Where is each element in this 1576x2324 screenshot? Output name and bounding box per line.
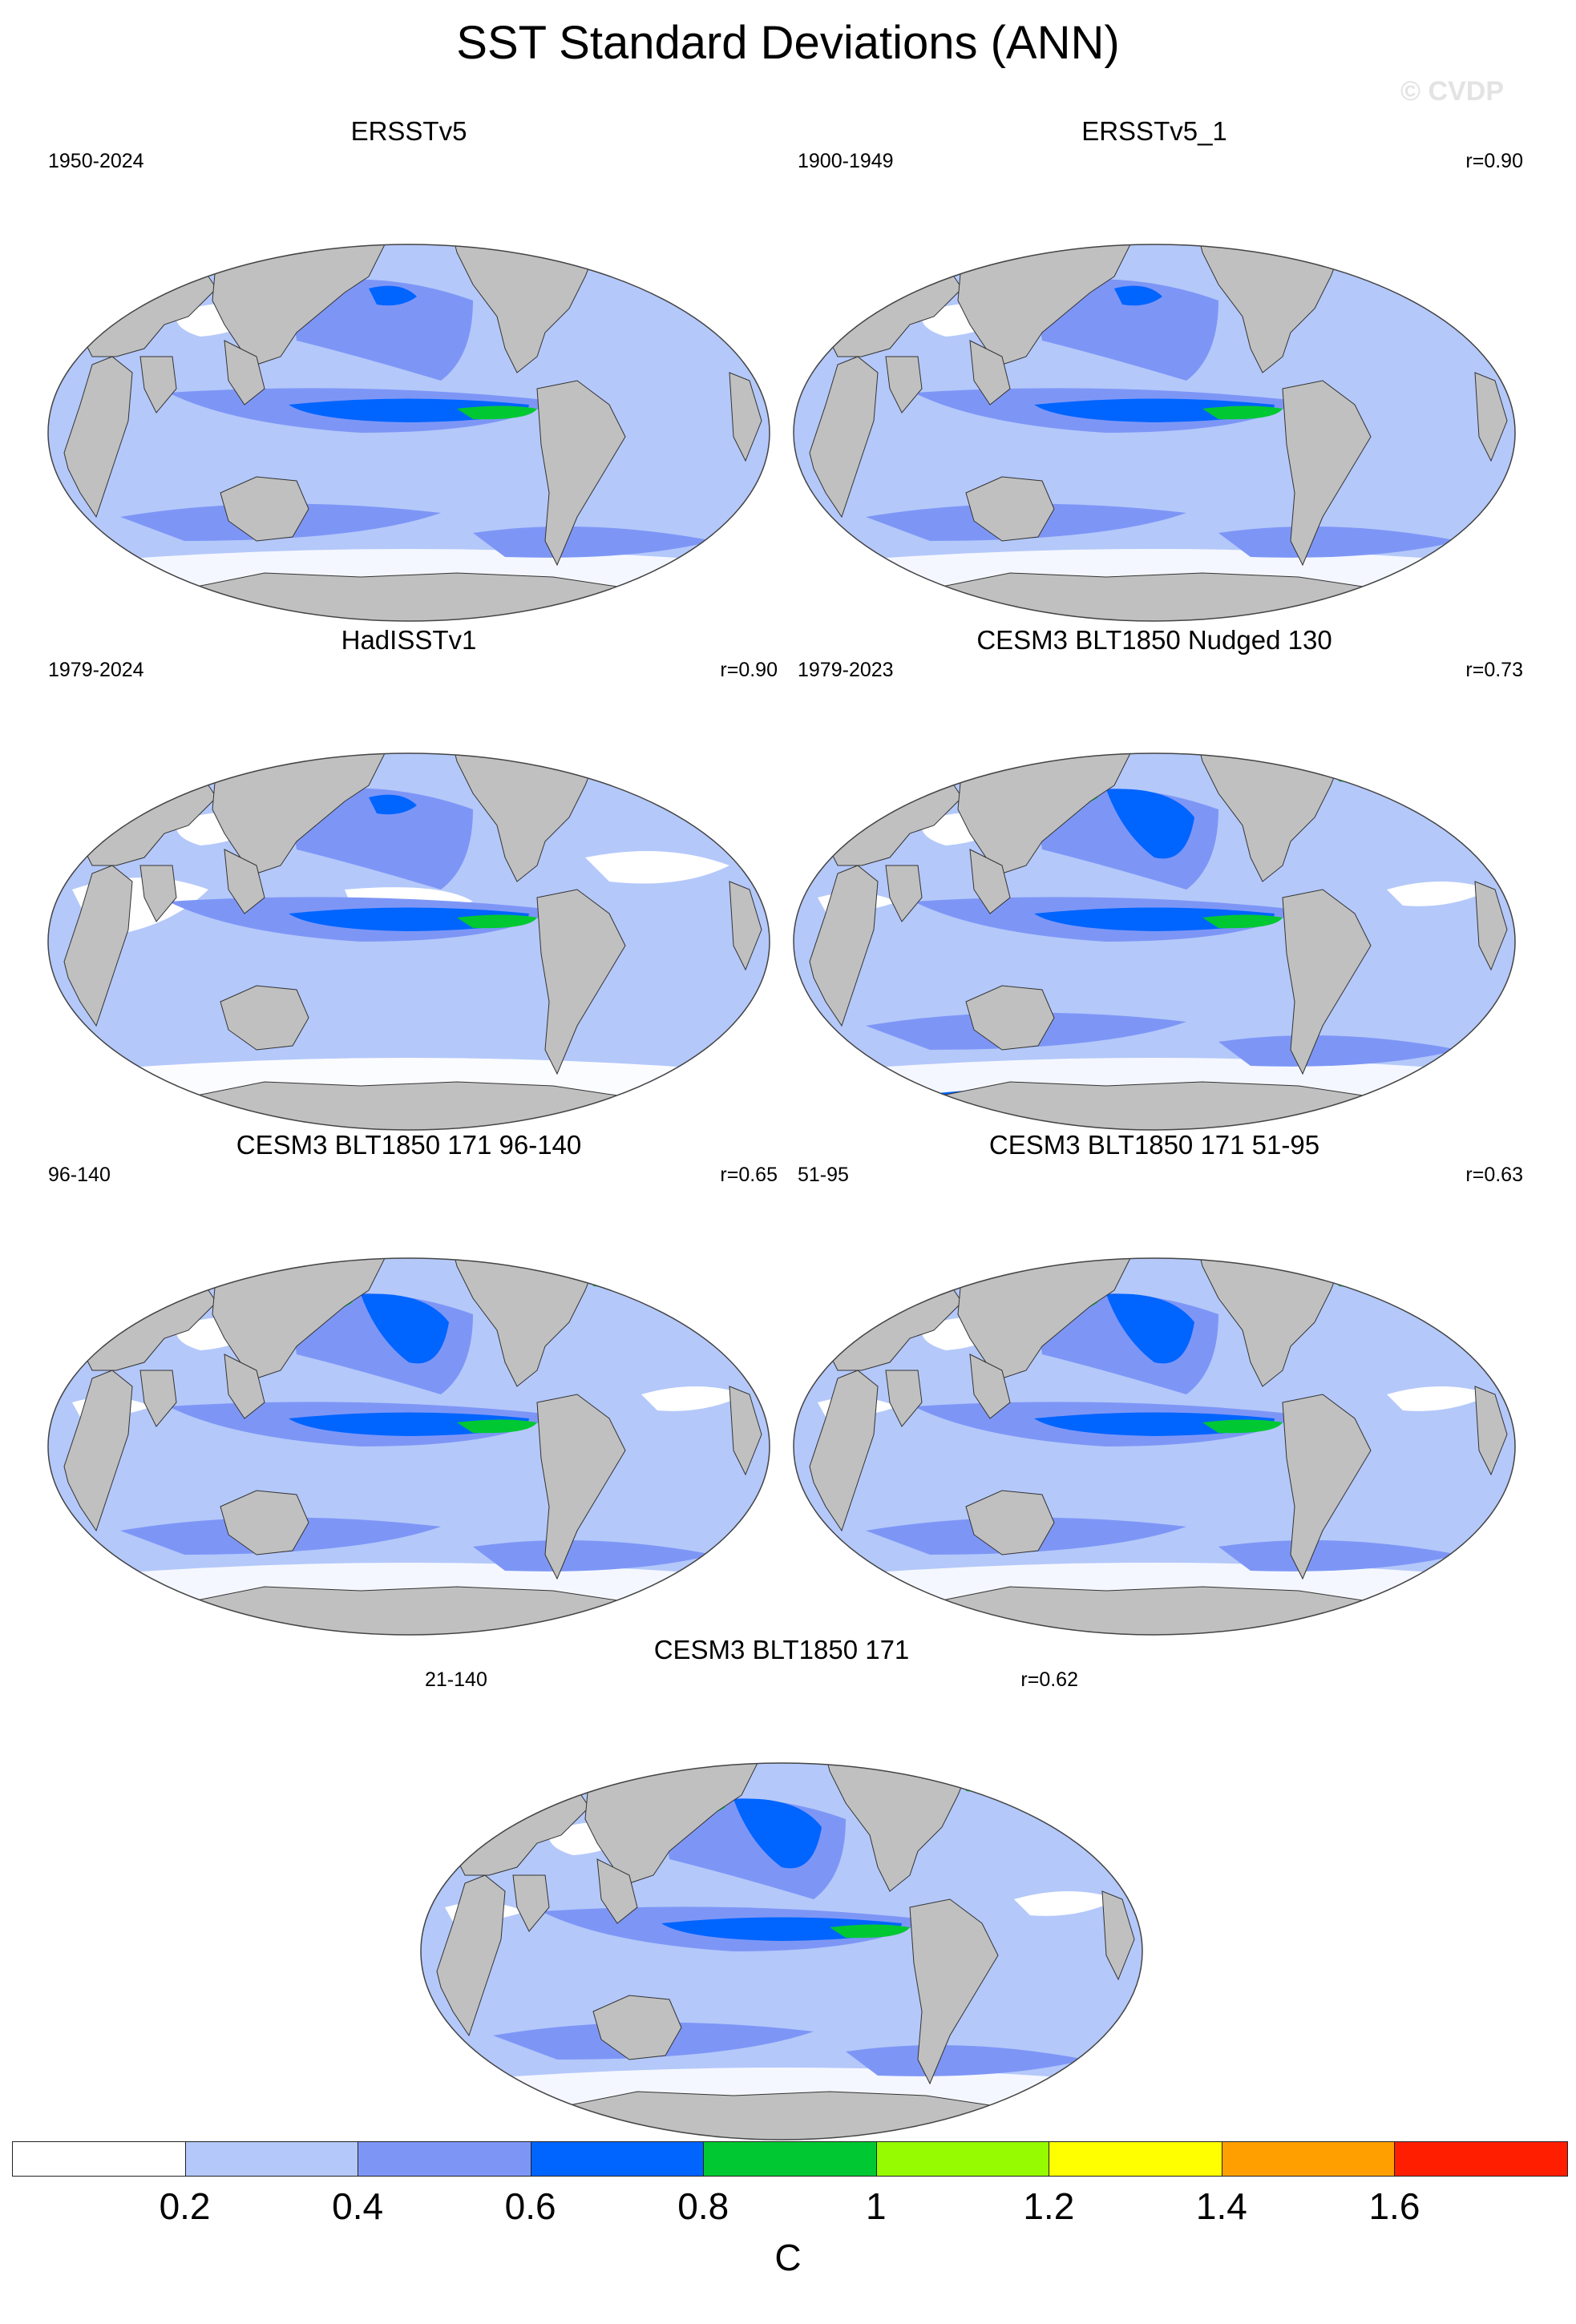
colorbar-segment: [1394, 2141, 1568, 2177]
sst-std-map: [793, 244, 1516, 622]
sst-std-map: [47, 1257, 770, 1636]
colorbar-unit: C: [774, 2237, 802, 2278]
panel-correlation: r=0.65: [720, 1164, 778, 1186]
panel-title: CESM3 BLT1850 171 96-140: [236, 1130, 582, 1160]
colorbar-tick-label: 1.4: [1195, 2185, 1247, 2227]
colorbar: [12, 2141, 1568, 2178]
panel-title: ERSSTv5_1: [1081, 116, 1227, 146]
colorbar-tick-label: 0.4: [332, 2185, 384, 2227]
sst-std-map: [793, 752, 1516, 1131]
sst-std-map: [420, 1762, 1143, 2140]
map-panel: CESM3 BLT1850 Nudged 130 1979-2023 r=0.73: [770, 625, 1539, 1138]
map-panel: ERSSTv5_1 1900-1949 r=0.90: [770, 116, 1539, 629]
panel-period: 1979-2023: [798, 659, 894, 681]
panel-title: CESM3 BLT1850 171 51-95: [988, 1130, 1320, 1160]
sst-std-map: [793, 1257, 1516, 1636]
map-panel: HadISSTv1 1979-2024 r=0.90: [24, 625, 794, 1138]
map-panel: CESM3 BLT1850 171 51-95 51-95 r=0.63: [770, 1130, 1539, 1643]
map-panel: CESM3 BLT1850 171 21-140 r=0.62: [397, 1635, 1166, 2148]
cvdp-watermark: © CVDP: [1400, 76, 1504, 107]
map-panel: ERSSTv5 1950-2024: [24, 116, 794, 629]
map-panel: CESM3 BLT1850 171 96-140 96-140 r=0.65: [24, 1130, 794, 1643]
colorbar-segment: [12, 2141, 186, 2177]
panel-correlation: r=0.63: [1465, 1164, 1523, 1186]
colorbar-segment: [184, 2141, 359, 2177]
panel-correlation: r=0.90: [1465, 150, 1523, 172]
panel-period: 51-95: [798, 1164, 849, 1186]
colorbar-segment: [358, 2141, 531, 2177]
colorbar-tick-label: 1.6: [1368, 2185, 1420, 2227]
colorbar-segment: [1049, 2141, 1222, 2177]
colorbar-tick-label: 0.6: [504, 2185, 556, 2227]
colorbar-segment: [875, 2141, 1050, 2177]
colorbar-tick-label: 0.8: [677, 2185, 729, 2227]
panel-correlation: r=0.90: [720, 659, 778, 681]
panel-period: 1950-2024: [48, 150, 144, 172]
colorbar-segment: [1221, 2141, 1396, 2177]
panel-title: HadISSTv1: [341, 625, 477, 655]
colorbar-segment: [530, 2141, 705, 2177]
colorbar-tick-label: 1: [865, 2185, 887, 2227]
panel-correlation: r=0.73: [1465, 659, 1523, 681]
sst-std-map: [47, 752, 770, 1131]
colorbar-tick-label: 1.2: [1023, 2185, 1075, 2227]
panel-title: CESM3 BLT1850 Nudged 130: [976, 625, 1332, 655]
figure-title: SST Standard Deviations (ANN): [456, 17, 1120, 69]
panel-title: ERSSTv5: [350, 116, 467, 146]
panel-correlation: r=0.62: [1020, 1668, 1078, 1691]
colorbar-tick-label: 0.2: [159, 2185, 211, 2227]
sst-std-map: [47, 244, 770, 622]
panel-period: 1900-1949: [798, 150, 894, 172]
panel-period: 96-140: [48, 1164, 111, 1186]
panel-period: 21-140: [425, 1668, 487, 1691]
panel-period: 1979-2024: [48, 659, 144, 681]
colorbar-segment: [703, 2141, 877, 2177]
panel-title: CESM3 BLT1850 171: [653, 1635, 910, 1664]
